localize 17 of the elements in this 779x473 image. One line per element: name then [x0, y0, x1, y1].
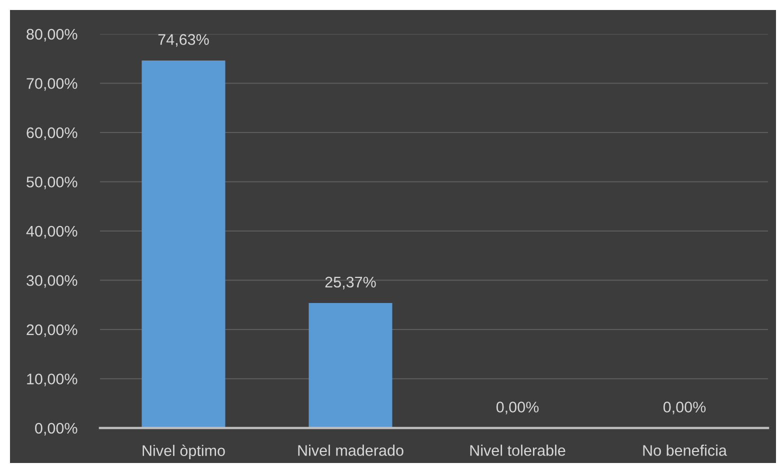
- data-label: 0,00%: [663, 402, 706, 414]
- x-tick-label: Nivel maderado: [298, 444, 404, 456]
- y-tick-label: 80,00%: [26, 28, 78, 42]
- y-tick-label: 70,00%: [26, 78, 78, 91]
- y-tick-label: 50,00%: [26, 176, 78, 190]
- data-label: 0,00%: [496, 402, 539, 414]
- y-tick-label: 20,00%: [26, 324, 78, 337]
- x-tick-label: Nivel tolerable: [470, 444, 566, 456]
- y-tick-label: 40,00%: [26, 226, 78, 238]
- x-tick-label: Nivel òptimo: [142, 444, 225, 460]
- x-tick-label: No beneficia: [643, 444, 727, 456]
- data-label: 74,63%: [158, 34, 209, 47]
- y-tick-label: 0,00%: [35, 422, 78, 436]
- data-label: 25,37%: [325, 276, 376, 290]
- y-tick-label: 10,00%: [27, 374, 78, 386]
- y-tick-label: 60,00%: [26, 127, 78, 140]
- y-tick-label: 30,00%: [26, 275, 78, 288]
